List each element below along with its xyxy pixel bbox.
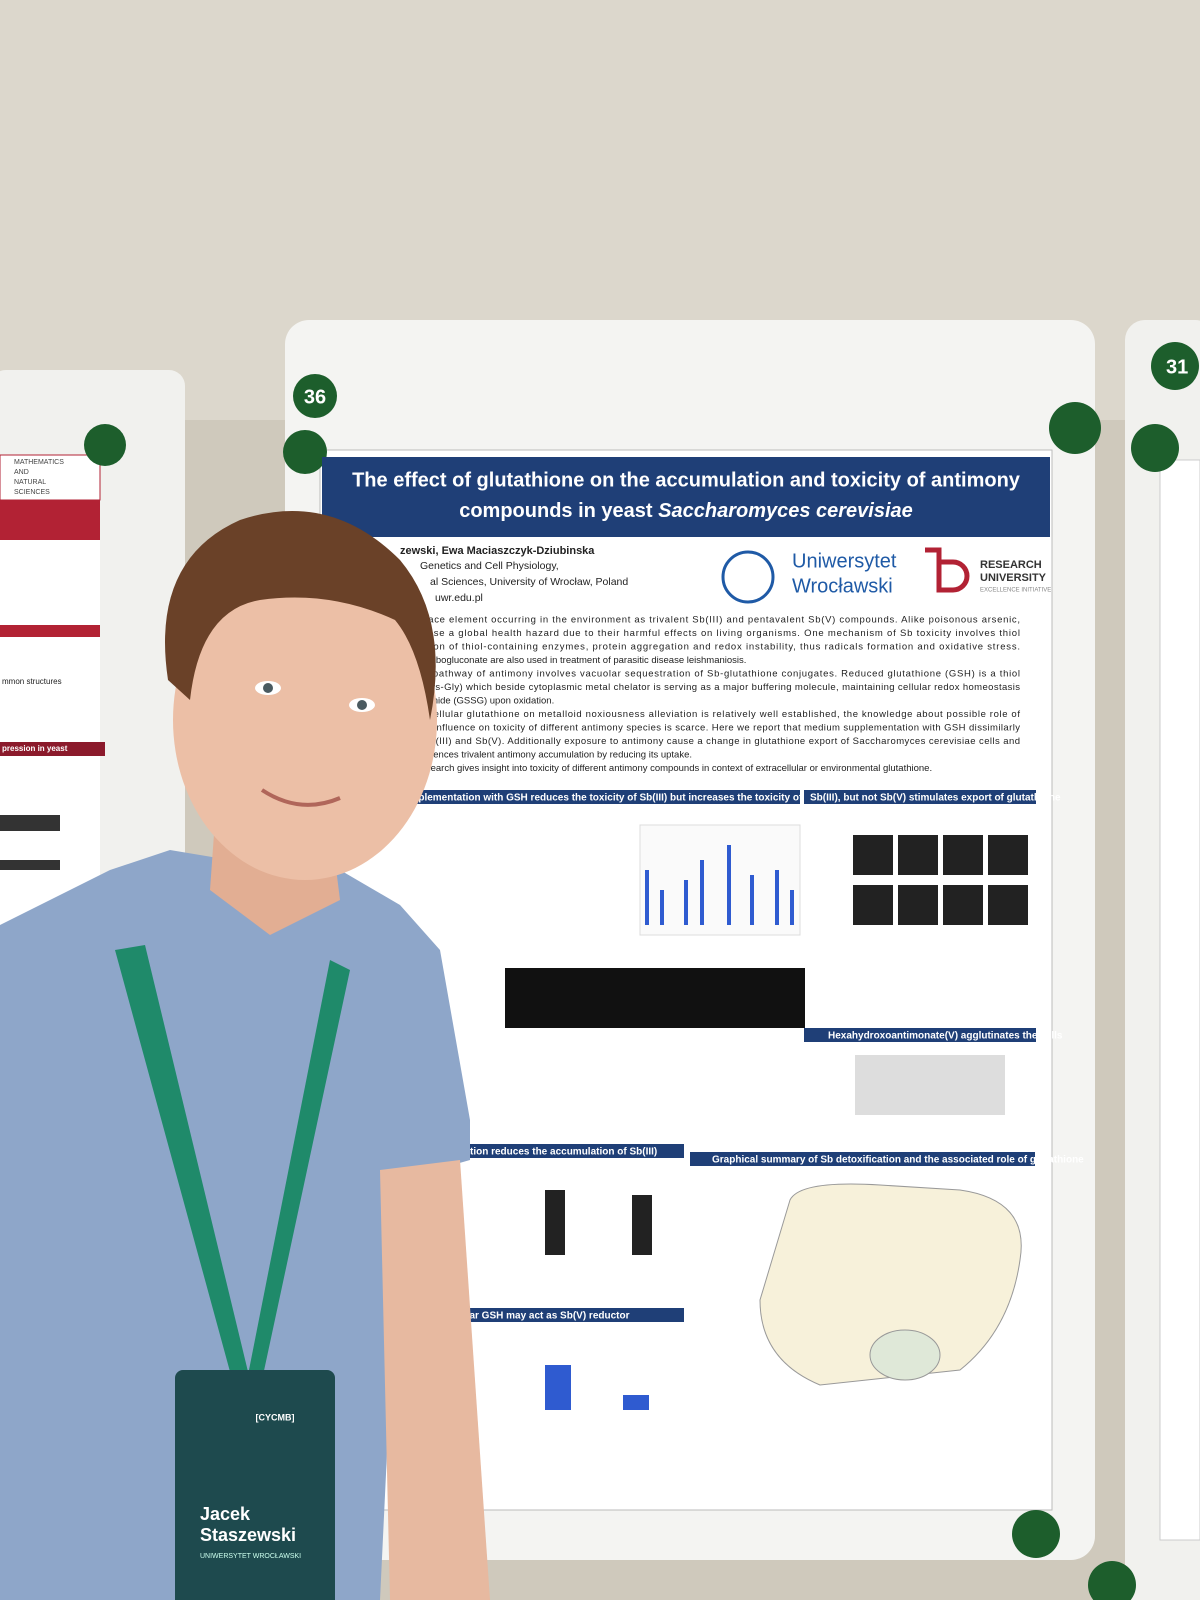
intro-line: is a trace element occurring in the envi… bbox=[400, 615, 1020, 626]
lanyard bbox=[248, 960, 350, 1380]
section-header bbox=[440, 1144, 684, 1158]
section-title: Sb(III), but not Sb(V) stimulates export… bbox=[810, 793, 1061, 804]
title: compounds in yeast Saccharomyces cerevis… bbox=[459, 500, 913, 522]
section-header bbox=[690, 1152, 1035, 1166]
section-title: Graphical summary of Sb detoxification a… bbox=[712, 1155, 1084, 1166]
intro-line: rms pose a global health hazard due to t… bbox=[400, 628, 1020, 639]
vacuole bbox=[869, 1329, 941, 1381]
figure-bar bbox=[632, 1195, 652, 1255]
cell-diagram bbox=[759, 1183, 1022, 1386]
pupil bbox=[357, 700, 367, 710]
left-header bbox=[0, 454, 101, 501]
left-header-text: MATHEMATICS bbox=[14, 459, 64, 466]
spot-assay bbox=[505, 968, 805, 1028]
person: [CYCMB] Jacek Staszewski UNIWERSYTET WRO… bbox=[0, 511, 490, 1605]
figure-bars bbox=[645, 845, 794, 925]
pin bbox=[1088, 1561, 1136, 1605]
intro-line: (Glu-Cys-Gly) which beside cytoplasmic m… bbox=[400, 682, 1020, 693]
pin bbox=[1049, 402, 1101, 454]
left-header-text: AND bbox=[14, 469, 29, 476]
intro-line: and its influence on toxicity of differe… bbox=[400, 723, 1020, 734]
title-species: Saccharomyces cerevisiae bbox=[658, 500, 913, 522]
intro-line: ls like stibogluconate are also used in … bbox=[400, 655, 746, 666]
section-title: ntation reduces the accumulation of Sb(I… bbox=[455, 1147, 657, 1158]
face bbox=[173, 560, 437, 880]
intro-line: this research gives insight into toxicit… bbox=[400, 763, 932, 774]
section-title: llular GSH may act as Sb(V) reductor bbox=[455, 1311, 630, 1322]
intro-line: ty of Sb(III) and Sb(V). Additionally ex… bbox=[400, 736, 1020, 747]
left-header-text: NATURAL bbox=[14, 479, 46, 486]
intro-line: f intracellular glutathione on metalloid… bbox=[400, 709, 1020, 720]
blot bbox=[0, 815, 60, 831]
badge-name: Staszewski bbox=[200, 1525, 296, 1545]
poster-number: 31 bbox=[1166, 356, 1188, 378]
right-poster bbox=[1159, 459, 1200, 1541]
tubes-photo bbox=[855, 1055, 1005, 1115]
section-header bbox=[804, 1028, 1036, 1042]
pin bbox=[1131, 424, 1179, 472]
shirt bbox=[0, 850, 470, 1600]
badge-event: [CYCMB] bbox=[256, 1412, 295, 1422]
figure bbox=[639, 824, 801, 936]
logo-research: UNIVERSITY bbox=[980, 572, 1047, 584]
title: compounds in yeast bbox=[459, 500, 653, 522]
left-band bbox=[0, 625, 100, 637]
badge bbox=[175, 1370, 335, 1605]
figure-bar bbox=[545, 1365, 571, 1410]
section-header bbox=[804, 790, 1036, 804]
authors: zewski, Ewa Maciaszczyk-Dziubinska bbox=[400, 545, 595, 557]
affiliation: Genetics and Cell Physiology, bbox=[420, 560, 559, 572]
badge-name: Jacek bbox=[200, 1504, 251, 1524]
plates bbox=[853, 835, 1028, 925]
logo-text: Uniwersytet bbox=[792, 550, 897, 572]
logo-seal bbox=[721, 550, 775, 604]
affiliation: uwr.edu.pl bbox=[435, 592, 483, 604]
intro-line: cation pathway of antimony involves vacu… bbox=[400, 669, 1020, 680]
logo-mark bbox=[925, 547, 970, 593]
section-title: Hexahydroxoantimonate(V) agglutinates th… bbox=[828, 1031, 1063, 1042]
logo-research: RESEARCH bbox=[980, 559, 1042, 571]
poster-number: 36 bbox=[304, 386, 326, 408]
lanyard bbox=[115, 945, 250, 1390]
logo-research: EXCELLENCE INITIATIVE bbox=[980, 588, 1051, 594]
mouth bbox=[260, 788, 341, 807]
section-header bbox=[440, 1308, 684, 1322]
figure-bar bbox=[545, 1190, 565, 1255]
left-header-text: SCIENCES bbox=[14, 489, 50, 496]
pupil bbox=[263, 683, 273, 693]
intro: is a trace element occurring in the envi… bbox=[400, 615, 1020, 775]
intro-line: SH influences trivalent antimony accumul… bbox=[400, 750, 692, 761]
pin bbox=[1012, 1510, 1060, 1558]
intro-line: inhibition of thiol-containing enzymes, … bbox=[400, 642, 1020, 653]
title: The effect of glutathione on the accumul… bbox=[352, 469, 1021, 491]
number-badge bbox=[1151, 342, 1199, 390]
intro-line: e disulphide (GSSG) upon oxidation. bbox=[400, 696, 554, 707]
badge-institution: UNIWERSYTET WROCŁAWSKI bbox=[200, 1553, 301, 1560]
title-banner bbox=[322, 457, 1050, 537]
arm bbox=[380, 1160, 490, 1600]
affiliation: al Sciences, University of Wrocław, Pola… bbox=[430, 576, 628, 588]
section-header bbox=[340, 790, 800, 804]
logo-text: Wrocławski bbox=[792, 575, 893, 597]
left-band bbox=[0, 500, 100, 540]
hair bbox=[165, 511, 436, 720]
section-title: ium supplementation with GSH reduces the… bbox=[380, 793, 862, 804]
left-section: pression in yeast bbox=[2, 744, 68, 753]
number-badge bbox=[293, 374, 337, 418]
pin bbox=[84, 424, 126, 466]
left-section: mmon structures bbox=[2, 677, 62, 686]
blot bbox=[0, 860, 60, 870]
figure-bar bbox=[623, 1395, 649, 1410]
pin bbox=[283, 430, 327, 474]
left-band bbox=[0, 742, 105, 756]
